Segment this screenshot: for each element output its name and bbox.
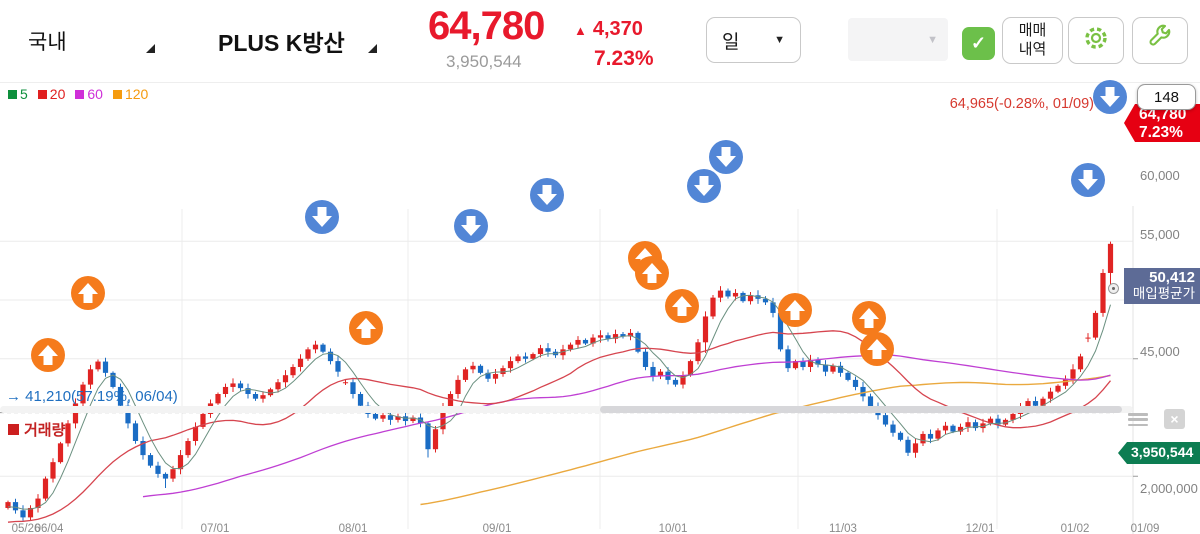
- date-axis-label: 12/01: [965, 523, 995, 534]
- ma-legend: 5 20 60 120: [8, 86, 148, 102]
- low-annotation: → 41,210(57.19%, 06/04): [6, 388, 178, 405]
- date-axis: 05/26 06/04 07/01 08/01 09/01 10/01 11/03 12/01…: [0, 523, 1200, 534]
- avg-price-label: 매입평균가: [1132, 285, 1195, 301]
- price-tag-value: 64,780: [1139, 106, 1187, 123]
- sell-signal-down-arrow-icon: [709, 140, 743, 174]
- sell-signal-down-arrow-icon: [530, 178, 564, 212]
- chart-scrollbar-track[interactable]: [0, 406, 1133, 413]
- trade-history-label-2: 내역: [1018, 40, 1047, 58]
- sell-signal-down-arrow-icon: [1093, 80, 1127, 114]
- change-value: 4,370: [592, 18, 643, 40]
- wrench-icon: [1146, 24, 1174, 57]
- price-change: ▲ 4,370: [574, 18, 643, 41]
- trade-history-label-1: 매매: [1018, 21, 1047, 39]
- date-axis-label: 08/01: [338, 523, 368, 534]
- avg-purchase-price-tag: 50,412 매입평균가: [1124, 268, 1200, 304]
- avg-line-end-dot: [1108, 283, 1119, 294]
- buy-signal-up-arrow-icon: [778, 293, 812, 327]
- stock-name[interactable]: PLUS K방산: [218, 30, 345, 56]
- date-axis-label: 01/02: [1060, 523, 1090, 534]
- buy-signal-up-arrow-icon: [852, 301, 886, 335]
- date-axis-label: 09/01: [482, 523, 512, 534]
- trade-history-button[interactable]: 매매 내역: [1002, 17, 1063, 64]
- date-axis-label: 11/03: [829, 523, 857, 534]
- volume-axis-tick: 2,000,000: [1140, 481, 1198, 496]
- up-arrow-icon: ▲: [574, 23, 587, 38]
- settings-button[interactable]: [1068, 17, 1124, 64]
- date-axis-label: 01/09: [1130, 523, 1160, 534]
- buy-signal-up-arrow-icon: [860, 332, 894, 366]
- volume-legend: 거래량: [8, 419, 65, 440]
- disabled-select[interactable]: ▼: [848, 18, 948, 61]
- current-price-tag: 64,780 7.23%: [1124, 104, 1200, 142]
- current-volume-tag: 3,950,544: [1118, 442, 1200, 464]
- buy-signal-up-arrow-icon: [31, 338, 65, 372]
- date-axis-label: 07/01: [200, 523, 230, 534]
- ma-legend-item: 20: [37, 86, 65, 102]
- buy-signal-up-arrow-icon: [71, 276, 105, 310]
- high-annotation: 64,965(-0.28%, 01/09): [949, 96, 1094, 112]
- volume-legend-label: 거래량: [24, 422, 66, 439]
- buy-signal-up-arrow-icon: [665, 289, 699, 323]
- ma-swatch: [8, 89, 17, 99]
- volume-panel-drag-handle-icon[interactable]: [1128, 413, 1148, 426]
- price-volume-chart[interactable]: [0, 165, 1200, 534]
- ma-legend-item: 5: [8, 86, 28, 102]
- sell-signal-down-arrow-icon: [1071, 163, 1105, 197]
- period-select[interactable]: 일 ▼: [706, 17, 801, 63]
- ma-swatch: [37, 89, 47, 99]
- price-tag-percent: 7.23%: [1139, 123, 1183, 141]
- volume-legend-swatch: [8, 424, 19, 435]
- buy-signal-up-arrow-icon: [635, 256, 669, 290]
- gear-icon: [1082, 24, 1110, 57]
- ma-swatch: [75, 89, 85, 99]
- header: 국내 PLUS K방산 64,780 ▲ 4,370 3,950,544 7.23…: [0, 0, 1200, 82]
- chart-option-checkbox[interactable]: ✓: [962, 27, 995, 60]
- chart-scrollbar-thumb[interactable]: [600, 406, 1122, 413]
- sell-signal-down-arrow-icon: [454, 209, 488, 243]
- market-selector[interactable]: 국내: [28, 31, 67, 54]
- stock-dropdown-icon[interactable]: [368, 44, 377, 53]
- chart-panel[interactable]: [0, 82, 1200, 534]
- buy-signal-up-arrow-icon: [349, 311, 383, 345]
- ma-swatch: [112, 89, 122, 99]
- tools-button[interactable]: [1132, 17, 1188, 64]
- header-volume: 3,950,544: [446, 52, 522, 71]
- ma-legend-item: 120: [112, 86, 148, 102]
- market-dropdown-icon[interactable]: [146, 44, 155, 53]
- ma-legend-item: 60: [75, 86, 103, 102]
- date-axis-label: 06/04: [34, 523, 64, 534]
- chevron-down-icon: ▼: [927, 33, 938, 46]
- volume-panel-close-icon[interactable]: ×: [1164, 409, 1185, 429]
- bar-count-badge: 148: [1137, 84, 1196, 110]
- chevron-down-icon: ▼: [774, 34, 785, 46]
- avg-price-value: 50,412: [1149, 269, 1195, 286]
- date-axis-label: 05/26: [11, 523, 41, 534]
- period-select-value: 일: [722, 31, 740, 53]
- sell-signal-down-arrow-icon: [305, 200, 339, 234]
- price-axis-tick: 60,000: [1140, 168, 1180, 183]
- current-price: 64,780: [428, 4, 545, 48]
- price-axis-tick: 45,000: [1140, 344, 1180, 360]
- date-axis-label: 10/01: [658, 523, 688, 534]
- change-percent: 7.23%: [594, 47, 654, 70]
- price-axis-tick: 55,000: [1140, 226, 1180, 242]
- sell-signal-down-arrow-icon: [687, 169, 721, 203]
